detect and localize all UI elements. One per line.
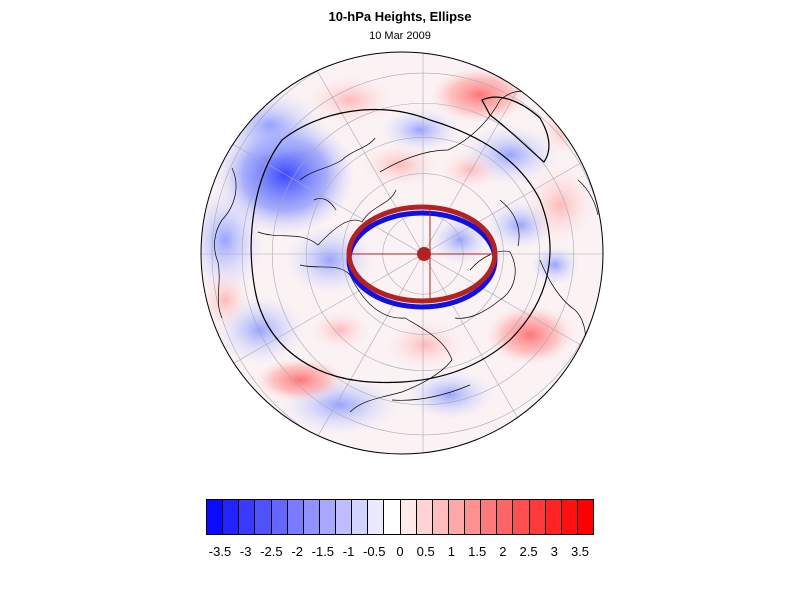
- colorbar-tick-label: -1: [342, 544, 355, 559]
- colorbar-tick-label: 2: [499, 544, 507, 559]
- colorbar-tick-label: 3.5: [570, 544, 590, 559]
- ellipse-center: [417, 247, 431, 261]
- colorbar-tick-label: 0.5: [416, 544, 435, 559]
- colorbar-tick-label: 1.5: [468, 544, 487, 559]
- colorbar-swatch: [352, 500, 369, 534]
- colorbar-swatch: [529, 500, 546, 534]
- colorbar-tick-label: -2.5: [260, 544, 283, 559]
- colorbar-tick-label: 3: [550, 544, 558, 559]
- colorbar-swatch: [271, 500, 288, 534]
- colorbar-tick-label: -0.5: [363, 544, 386, 559]
- colorbar-swatch: [384, 500, 401, 534]
- meridian-line: [213, 133, 424, 255]
- colorbar-swatch: [336, 500, 353, 534]
- colorbar-tick-label: -3.5: [208, 544, 232, 559]
- meridian-line: [302, 52, 424, 255]
- colorbar-swatch: [465, 500, 482, 534]
- vortex-ellipse: [346, 204, 498, 310]
- colorbar-swatch: [481, 500, 498, 534]
- colorbar-swatch: [239, 500, 256, 534]
- colorbar-tick-label: 1: [447, 544, 456, 559]
- anomaly-field: [201, 67, 595, 435]
- colorbar-swatch: [207, 500, 224, 534]
- colorbar-swatch: [416, 500, 433, 534]
- globe-border: [200, 51, 604, 455]
- colorbar-tick-label: 0: [396, 544, 404, 559]
- colorbar: [206, 499, 594, 535]
- colorbar-swatch: [400, 500, 417, 534]
- colorbar-tick-label: -1.5: [311, 544, 335, 559]
- colorbar-swatch: [255, 500, 272, 534]
- colorbar-swatch: [368, 500, 385, 534]
- colorbar-swatch: [303, 500, 320, 534]
- colorbar-swatch: [561, 500, 578, 534]
- colorbar-swatch: [432, 500, 449, 534]
- meridian-line: [302, 253, 424, 454]
- colorbar-tick-label: 2.5: [519, 544, 538, 559]
- colorbar-tick-label: -3: [239, 544, 252, 559]
- colorbar-swatch: [319, 500, 336, 534]
- colorbar-swatch: [545, 500, 562, 534]
- meridian-line: [213, 253, 424, 375]
- chart-title: 10-hPa Heights, Ellipse: [328, 9, 472, 24]
- chart-subtitle: 10 Mar 2009: [369, 30, 431, 42]
- colorbar-swatch: [223, 500, 240, 534]
- colorbar-swatch: [448, 500, 465, 534]
- colorbar-swatch: [513, 500, 530, 534]
- height-contours: [250, 96, 551, 384]
- colorbar-swatch: [287, 500, 304, 534]
- colorbar-swatch: [497, 500, 514, 534]
- colorbar-tick-label: -2: [291, 544, 303, 559]
- colorbar-swatch: [577, 500, 593, 534]
